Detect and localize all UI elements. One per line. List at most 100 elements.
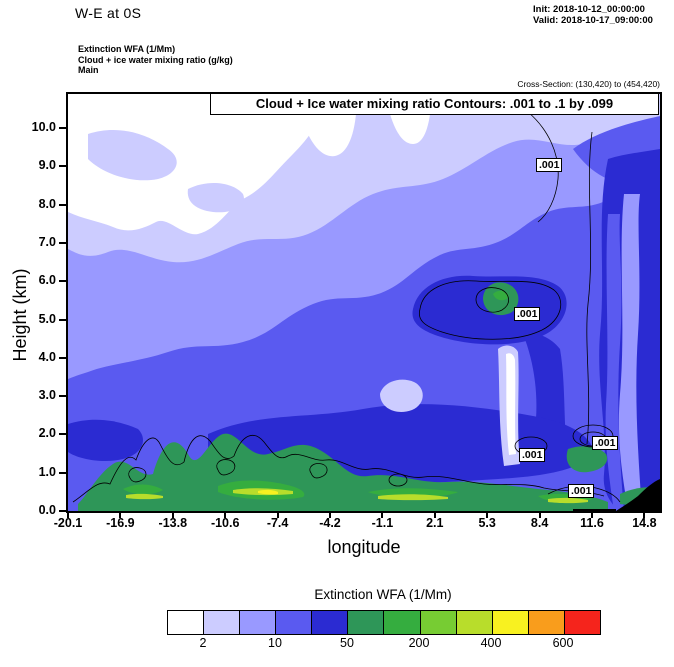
- colorbar-tick-label: 200: [408, 636, 430, 650]
- colorbar-cell-4: [275, 611, 312, 634]
- lavender-wisp-1: [88, 129, 177, 181]
- seagreen-right-band: [566, 446, 608, 473]
- colorbar-cell-11: [527, 611, 564, 634]
- init-time: Init: 2018-10-12_00:00:00: [533, 4, 645, 15]
- x-tick-mark: [171, 513, 174, 518]
- colorbar: [167, 610, 601, 635]
- x-tick-label: -7.4: [266, 516, 289, 530]
- x-tick-mark: [67, 513, 69, 518]
- contour-topright: [527, 111, 559, 223]
- x-tick-label: 11.6: [580, 516, 604, 530]
- y-tick-mark: [59, 318, 66, 321]
- x-tick-mark: [643, 513, 646, 518]
- x-tick-mark: [329, 513, 331, 518]
- white-fallstreak-core: [506, 353, 516, 455]
- y-tick-label: 9.0: [38, 158, 56, 173]
- x-axis-title: longitude: [327, 537, 401, 557]
- x-tick-mark: [433, 513, 436, 518]
- colorbar-tick-label: 10: [268, 636, 282, 650]
- green-dot-midpatch: [493, 290, 509, 301]
- contour-value-label-5: .001: [568, 484, 595, 498]
- yellowgreen-streak-1: [126, 493, 163, 500]
- valid-time: Valid: 2018-10-17_09:00:00: [533, 15, 653, 26]
- y-tick-label: 8.0: [38, 196, 56, 211]
- cross-section-field-svg: [68, 94, 660, 511]
- colorbar-cell-2: [203, 611, 240, 634]
- y-tick-label: 6.0: [38, 273, 56, 288]
- colorbar-cell-12: [563, 611, 600, 634]
- x-tick-mark: [538, 513, 541, 518]
- y-tick-label: 1.0: [38, 464, 56, 479]
- yellowgreen-streak-3: [378, 494, 448, 501]
- green-strip-1: [123, 484, 163, 495]
- x-tick-label: 5.3: [478, 516, 496, 530]
- colorbar-cell-1: [168, 611, 204, 634]
- page-title: W-E at 0S: [75, 5, 142, 21]
- field-legend-line-3: Main: [78, 65, 99, 75]
- contour-loop-b: [216, 459, 236, 476]
- x-tick-mark: [486, 513, 489, 518]
- x-tick-label: 8.4: [530, 516, 549, 530]
- white-tongue-center: [300, 114, 356, 157]
- contour-right-vertical: [586, 131, 593, 445]
- darkblue-left-patch: [68, 419, 143, 462]
- periwinkle-streak-right: [618, 194, 642, 511]
- x-tick-label: -10.6: [210, 516, 240, 530]
- colorbar-tick-label: 600: [552, 636, 574, 650]
- contour-surface-wavy: [72, 434, 605, 503]
- white-region-topleft: [68, 94, 330, 235]
- colorbar-cell-9: [455, 611, 492, 634]
- terrain-silhouette: [616, 479, 660, 511]
- y-tick-label: 0.0: [38, 503, 56, 517]
- y-tick-label: 4.0: [38, 349, 56, 364]
- plot-area: Cloud + Ice water mixing ratio Contours:…: [66, 92, 662, 513]
- y-tick-mark: [59, 433, 66, 436]
- colorbar-tick-label: 2: [199, 636, 207, 650]
- yellow-speck: [258, 489, 278, 495]
- contour-value-label-2: .001: [514, 307, 541, 321]
- x-tick-label: -1.1: [371, 516, 394, 530]
- x-tick-label: -4.2: [319, 516, 341, 530]
- init-valid-block: Init: 2018-10-12_00:00:00 Valid: 2018-10…: [533, 4, 653, 26]
- y-tick-label: 2.0: [38, 426, 56, 441]
- colorbar-cell-8: [419, 611, 456, 634]
- colorbar-cell-7: [383, 611, 420, 634]
- x-tick-label: 2.1: [426, 516, 444, 530]
- colorbar-cell-3: [239, 611, 276, 634]
- x-tick-label: -13.8: [158, 516, 188, 530]
- contour-loop-a: [128, 467, 147, 483]
- colorbar-cell-5: [311, 611, 348, 634]
- y-tick-label: 3.0: [38, 388, 56, 403]
- y-tick-mark: [59, 165, 66, 168]
- x-tick-mark: [224, 513, 227, 518]
- contour-value-label-4: .001: [592, 436, 619, 450]
- x-tick-mark: [591, 513, 593, 518]
- field-legend-line-2: Cloud + ice water mixing ratio (g/kg): [78, 54, 233, 65]
- x-tick-label: 14.8: [632, 516, 657, 530]
- colorbar-cell-6: [347, 611, 384, 634]
- colorbar-tick-label: 400: [480, 636, 502, 650]
- yellowgreen-streak-4: [548, 497, 588, 504]
- contour-midpatch-inner: [475, 287, 509, 313]
- contour-midpatch-outer: [418, 280, 562, 340]
- cross-section-label: Cross-Section: (130,420) to (454,420): [517, 79, 660, 89]
- contour-loop-d: [388, 473, 408, 487]
- y-tick-mark: [59, 356, 66, 359]
- y-tick-label: 7.0: [38, 234, 56, 249]
- y-tick-mark: [59, 127, 66, 129]
- y-tick-mark: [59, 280, 66, 283]
- contour-bottomright: [547, 485, 621, 503]
- x-tick-mark: [276, 513, 279, 518]
- colorbar-cell-10: [491, 611, 528, 634]
- white-tongue-center2: [390, 114, 430, 144]
- colorbar-tick-label: 50: [340, 636, 354, 650]
- contour-value-label-3: .001: [519, 448, 546, 462]
- contour-info-box: Cloud + Ice water mixing ratio Contours:…: [210, 94, 659, 115]
- y-tick-mark: [59, 395, 66, 398]
- y-tick-mark: [59, 241, 66, 244]
- y-tick-mark: [59, 510, 66, 512]
- contour-loop-c: [309, 463, 328, 479]
- y-tick-mark: [59, 203, 66, 206]
- x-tick-label: -16.9: [106, 516, 135, 530]
